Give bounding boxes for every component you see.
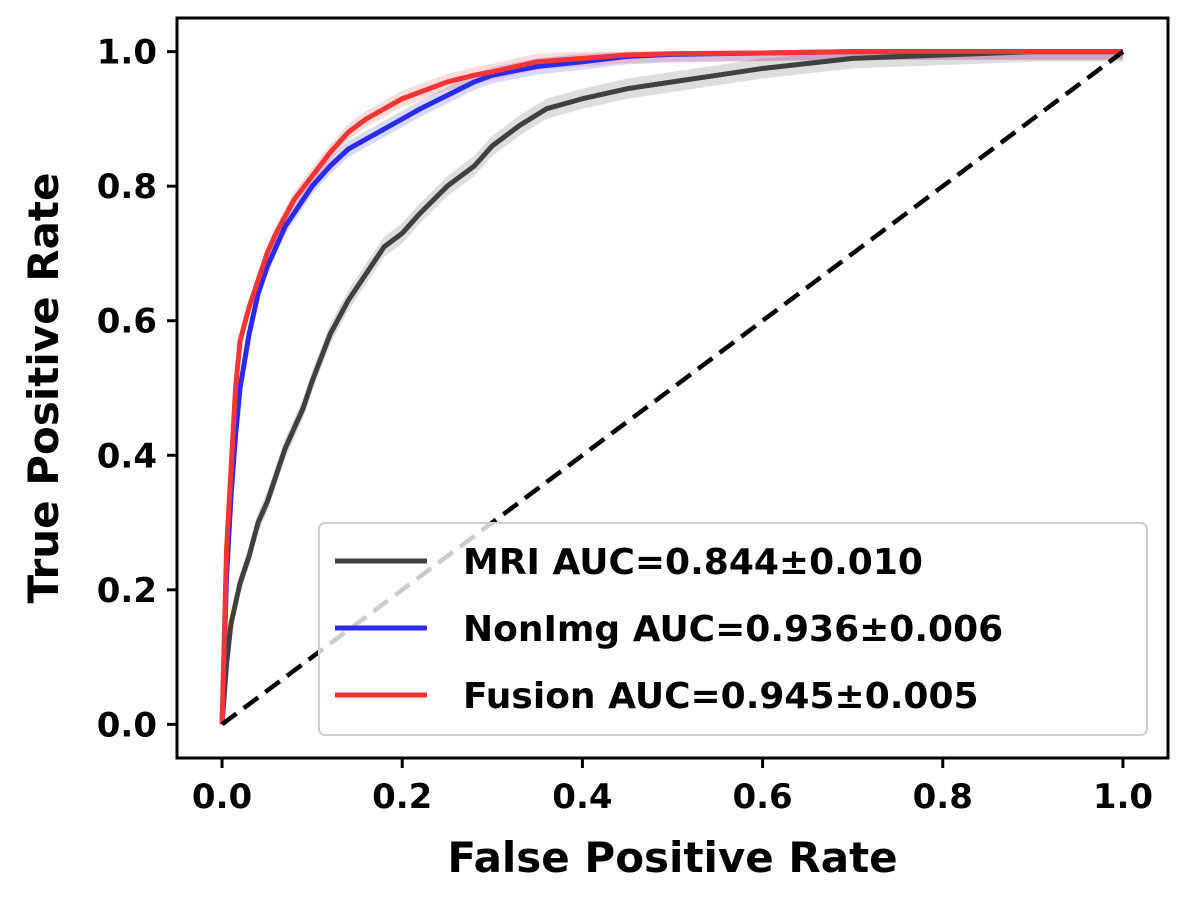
x-tick-label: 1.0 [1093,777,1153,817]
y-tick-label: 0.8 [97,167,157,207]
series-lines [219,49,1123,725]
series-line-0 [219,49,1123,725]
y-tick-label: 0.4 [97,436,157,476]
y-tick-label: 0.2 [97,571,157,611]
x-tick-label: 0.6 [732,777,792,817]
legend-label-0: MRI AUC=0.844±0.010 [463,542,923,583]
y-axis-label: True Positive Rate [19,173,68,604]
legend-label-2: Fusion AUC=0.945±0.005 [463,676,979,717]
legend-label-1: NonImg AUC=0.936±0.006 [463,609,1003,650]
y-axis-ticks: 0.0 0.2 0.4 0.6 0.8 1.0 [97,33,177,745]
y-tick-label: 0.0 [97,705,157,745]
y-tick-label: 1.0 [97,33,157,73]
x-tick-label: 0.0 [192,777,252,817]
x-tick-label: 0.4 [552,777,612,817]
legend-box [318,522,1148,736]
x-axis-label: False Positive Rate [447,833,897,882]
series-line-2 [219,49,1123,725]
plot-frame [175,16,1170,760]
x-tick-label: 0.8 [913,777,973,817]
x-tick-label: 0.2 [372,777,432,817]
x-axis-ticks: 0.0 0.2 0.4 0.6 0.8 1.0 [192,758,1153,817]
legend: MRI AUC=0.844±0.010 NonImg AUC=0.936±0.00… [318,522,1148,736]
y-tick-label: 0.6 [97,302,157,342]
